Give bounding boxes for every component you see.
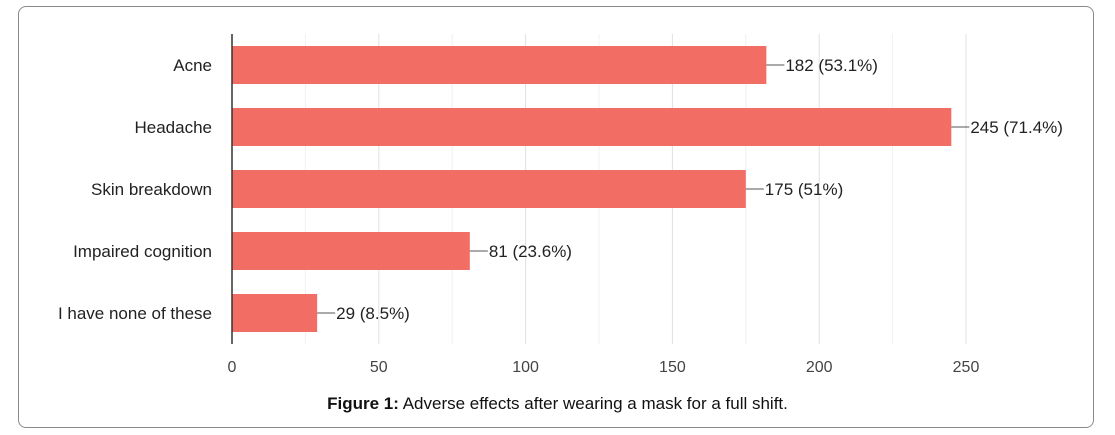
x-tick-label: 150 — [659, 359, 686, 376]
bar — [232, 170, 746, 208]
x-tick-label: 100 — [512, 359, 539, 376]
bar — [232, 46, 767, 84]
figure-caption: Figure 1: Adverse effects after wearing … — [0, 394, 1115, 414]
data-label: 29 (8.5%) — [336, 304, 410, 323]
data-label: 81 (23.6%) — [489, 242, 572, 261]
category-label: I have none of these — [58, 304, 212, 323]
bar — [232, 232, 470, 270]
x-tick-label: 0 — [228, 359, 237, 376]
category-label: Skin breakdown — [91, 180, 212, 199]
category-label: Acne — [173, 56, 212, 75]
bar-chart: Acne 182 (53.1%) Headache 245 (71.4%) Skin b… — [58, 34, 1063, 376]
x-tick-label: 50 — [370, 359, 388, 376]
data-label: 182 (53.1%) — [785, 56, 878, 75]
x-tick-label: 250 — [953, 359, 980, 376]
data-label: 175 (51%) — [765, 180, 843, 199]
bar — [232, 108, 952, 146]
x-tick-label: 200 — [806, 359, 833, 376]
bar — [232, 294, 318, 332]
category-label: Headache — [134, 118, 212, 137]
category-label: Impaired cognition — [73, 242, 212, 261]
caption-text: Adverse effects after wearing a mask for… — [398, 394, 788, 413]
caption-prefix: Figure 1: — [327, 394, 399, 413]
data-label: 245 (71.4%) — [970, 118, 1063, 137]
